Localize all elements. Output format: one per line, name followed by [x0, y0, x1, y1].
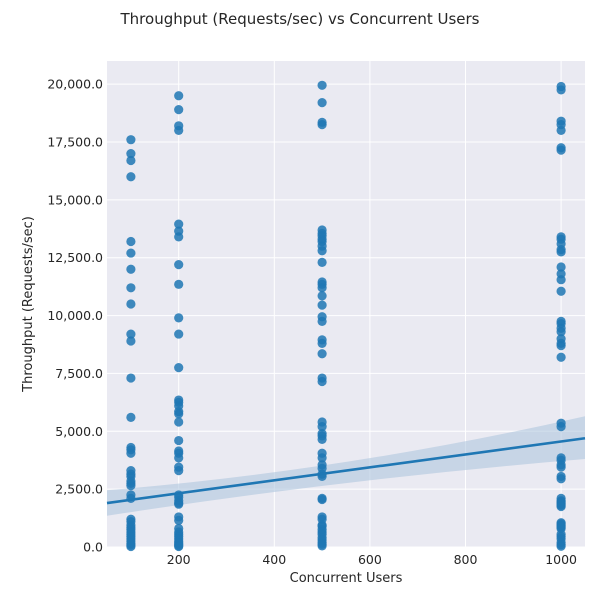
data-point: [317, 98, 327, 108]
data-point: [126, 135, 136, 145]
data-point: [126, 336, 136, 346]
data-point: [317, 257, 327, 267]
data-point: [317, 291, 327, 301]
x-tick-label: 200: [167, 552, 191, 567]
data-point: [174, 466, 184, 476]
data-point: [174, 105, 184, 115]
grid-lines: [107, 61, 585, 548]
x-tick-label: 400: [262, 552, 286, 567]
data-point: [317, 422, 327, 432]
data-point: [317, 316, 327, 326]
y-tick-labels: 0.0 2,500.0 5,000.0 7,500.0 10,000.0 12,500.0…: [47, 77, 103, 555]
data-point: [556, 286, 566, 296]
x-tick-label: 800: [454, 552, 478, 567]
ci-band: [107, 416, 585, 516]
x-tick-labels: 200 400 600 800 1000: [167, 552, 577, 567]
data-point: [174, 260, 184, 270]
data-point: [174, 499, 184, 509]
x-tick-label: 1000: [545, 552, 577, 567]
data-point: [126, 541, 136, 552]
data-point: [126, 172, 136, 182]
confidence-band: [107, 416, 585, 516]
regression-line: [106, 436, 586, 505]
fit-line: [106, 436, 586, 505]
data-point: [556, 422, 566, 432]
data-point: [174, 515, 184, 525]
x-axis-label: Concurrent Users: [290, 571, 403, 586]
data-point: [174, 453, 184, 463]
data-point: [556, 247, 566, 257]
data-point: [317, 120, 327, 130]
data-point: [126, 412, 136, 422]
data-point: [556, 541, 566, 551]
data-point: [126, 481, 136, 491]
data-point: [126, 148, 136, 159]
data-point: [174, 232, 184, 242]
x-tick-label: 600: [358, 552, 382, 567]
data-point: [317, 453, 327, 463]
data-point: [556, 85, 566, 95]
data-point: [317, 349, 327, 359]
data-points: [126, 80, 566, 552]
data-point: [174, 279, 184, 289]
data-point: [126, 236, 136, 247]
y-tick-label: 5,000.0: [55, 424, 103, 439]
data-point: [126, 264, 136, 274]
data-point: [556, 327, 566, 337]
y-tick-label: 0.0: [83, 540, 103, 555]
data-point: [317, 246, 327, 256]
data-point: [317, 300, 327, 310]
y-tick-label: 17,500.0: [47, 135, 103, 150]
data-point: [126, 373, 136, 383]
y-tick-label: 7,500.0: [55, 366, 103, 381]
data-point: [556, 275, 566, 285]
data-point: [174, 91, 184, 101]
data-point: [556, 262, 566, 272]
data-point: [174, 363, 184, 373]
data-point: [126, 283, 136, 293]
data-point: [317, 283, 327, 293]
data-point: [556, 125, 566, 136]
data-point: [556, 501, 566, 512]
data-point: [556, 341, 566, 351]
data-point: [126, 248, 136, 258]
data-point: [317, 376, 327, 387]
data-point: [174, 329, 184, 339]
data-point: [556, 352, 566, 362]
data-point: [317, 494, 327, 505]
data-point: [317, 541, 327, 551]
data-point: [556, 145, 566, 155]
chart-title: Throughput (Requests/sec) vs Concurrent …: [120, 10, 480, 28]
data-point: [174, 541, 184, 552]
data-point: [317, 338, 327, 348]
data-point: [126, 329, 136, 339]
y-tick-label: 15,000.0: [47, 192, 103, 207]
y-axis-label: Throughput (Requests/sec): [21, 216, 36, 393]
data-point: [174, 125, 184, 136]
data-point: [174, 435, 184, 446]
y-tick-label: 20,000.0: [47, 77, 103, 92]
y-tick-label: 2,500.0: [55, 482, 103, 497]
y-tick-label: 12,500.0: [47, 250, 103, 265]
data-point: [174, 417, 184, 427]
data-point: [126, 155, 136, 166]
data-point: [174, 409, 184, 419]
data-point: [317, 80, 327, 90]
data-point: [317, 434, 327, 444]
data-point: [556, 474, 566, 484]
data-point: [126, 299, 136, 309]
data-point: [174, 313, 184, 323]
data-point: [556, 462, 566, 472]
y-tick-label: 10,000.0: [47, 308, 103, 323]
data-point: [126, 448, 136, 458]
data-point: [174, 219, 184, 229]
